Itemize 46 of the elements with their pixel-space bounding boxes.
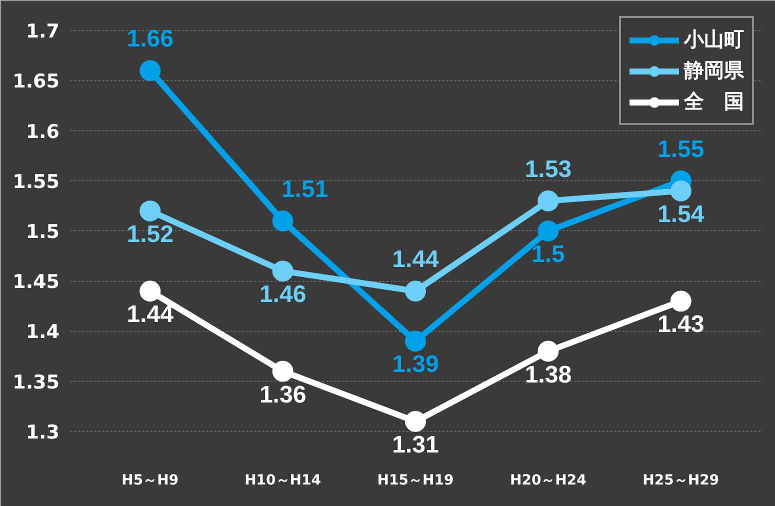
point (140, 200, 161, 222)
data-label: 1.55 (658, 136, 704, 163)
data-label: 1.36 (259, 381, 306, 408)
point (405, 410, 426, 432)
point (140, 60, 161, 82)
legend-label: 全 国 (684, 88, 744, 115)
data-label: 1.66 (126, 26, 174, 53)
x-tick-label: H5～H9 (122, 472, 179, 488)
point (405, 330, 426, 352)
legend-label: 静岡県 (684, 57, 744, 84)
data-label: 1.53 (524, 156, 572, 183)
y-tick-label: 1.5 (26, 220, 60, 243)
data-label: 1.44 (126, 301, 174, 328)
y-tick-label: 1.35 (12, 371, 60, 394)
point (538, 340, 559, 362)
x-tick-label: H25～H29 (642, 472, 720, 488)
point (670, 290, 692, 312)
point (272, 260, 294, 282)
data-label: 1.43 (658, 311, 704, 338)
y-tick-label: 1.65 (12, 70, 60, 93)
data-label: 1.51 (281, 176, 328, 203)
point (538, 220, 559, 242)
data-label: 1.31 (392, 431, 439, 458)
data-label: 1.39 (392, 351, 439, 378)
point (272, 360, 294, 382)
data-label: 1.46 (259, 281, 306, 308)
y-tick-label: 1.45 (12, 271, 60, 294)
x-tick-label: H20～H24 (510, 472, 587, 488)
point (538, 190, 559, 212)
data-label: 1.52 (126, 220, 174, 248)
point (670, 180, 692, 202)
x-tick-label: H15～H19 (377, 472, 454, 488)
y-tick-label: 1.4 (26, 321, 60, 344)
x-tick-label: H10～H14 (244, 472, 322, 488)
y-tick-label: 1.3 (26, 421, 60, 444)
data-label: 1.38 (524, 361, 572, 388)
point (140, 280, 161, 302)
data-label: 1.44 (392, 246, 440, 274)
point (405, 280, 426, 302)
point (272, 210, 294, 232)
y-tick-label: 1.55 (12, 170, 60, 193)
y-tick-label: 1.6 (26, 120, 60, 143)
legend-label: 小山町 (684, 26, 744, 53)
y-tick-label: 1.7 (26, 20, 60, 43)
data-label: 1.5 (532, 240, 565, 268)
data-label: 1.54 (658, 200, 705, 228)
